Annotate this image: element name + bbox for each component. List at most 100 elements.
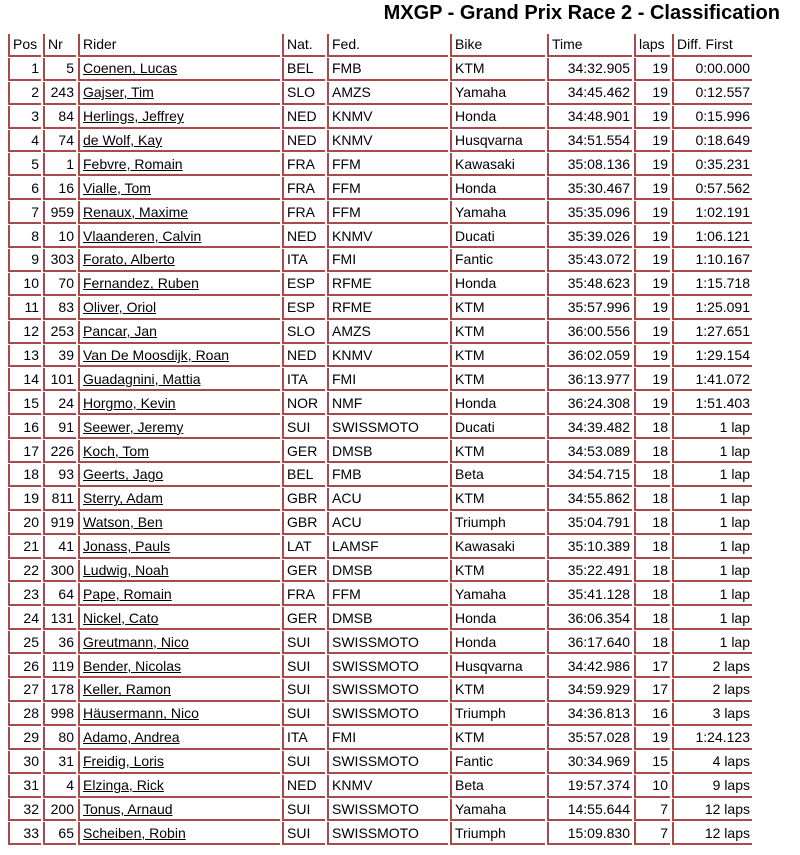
cell-diff-first: 1:51.403	[672, 392, 752, 416]
table-row: 24 131 Nickel, Cato GER DMSB Honda 36:06.354 18…	[8, 607, 752, 631]
table-row: 15 24 Horgmo, Kevin NOR NMF Honda 36:24.308 19 1…	[8, 392, 752, 416]
cell-time: 35:48.623	[547, 272, 632, 296]
cell-nat: GER	[282, 607, 325, 631]
rider-link[interactable]: Geerts, Jago	[83, 466, 164, 483]
cell-rider: Geerts, Jago	[78, 464, 280, 487]
rider-link[interactable]: Oliver, Oriol	[83, 299, 157, 316]
cell-bike: Honda	[450, 177, 545, 201]
rider-link[interactable]: de Wolf, Kay	[83, 132, 163, 148]
cell-laps: 19	[634, 249, 670, 272]
cell-nat: SUI	[282, 798, 325, 822]
rider-link[interactable]: Scheiben, Robin	[83, 824, 186, 841]
cell-nr: 24	[43, 392, 76, 416]
cell-bike: KTM	[450, 679, 545, 702]
cell-pos: 18	[8, 464, 41, 487]
cell-diff-first: 0:00.000	[672, 57, 752, 81]
cell-time: 36:13.977	[547, 368, 632, 392]
cell-bike: Beta	[450, 464, 545, 487]
cell-diff-first: 1 lap	[672, 511, 752, 535]
cell-rider: Tonus, Arnaud	[78, 798, 280, 822]
cell-nr: 200	[43, 798, 76, 822]
cell-nat: BEL	[282, 464, 325, 487]
rider-link[interactable]: Pape, Romain	[83, 585, 172, 602]
cell-fed: SWISSMOTO	[327, 679, 448, 702]
rider-link[interactable]: Febvre, Romain	[83, 155, 183, 172]
cell-nat: NED	[282, 225, 325, 249]
cell-nat: FRA	[282, 153, 325, 177]
cell-time: 34:59.929	[547, 679, 632, 702]
cell-nat: ESP	[282, 296, 325, 320]
rider-link[interactable]: Herlings, Jeffrey	[83, 108, 184, 125]
table-row: 13 39 Van De Moosdijk, Roan NED KNMV KTM 36:02…	[8, 344, 752, 368]
table-row: 11 83 Oliver, Oriol ESP RFME KTM 35:57.996 19 1:…	[8, 296, 752, 320]
cell-bike: Ducati	[450, 225, 545, 249]
rider-link[interactable]: Elzinga, Rick	[83, 777, 164, 794]
rider-link[interactable]: Gajser, Tim	[83, 84, 154, 101]
rider-link[interactable]: Seewer, Jeremy	[83, 418, 184, 435]
rider-link[interactable]: Renaux, Maxime	[83, 203, 189, 220]
cell-bike: Yamaha	[450, 201, 545, 225]
cell-laps: 17	[634, 655, 670, 679]
cell-rider: Nickel, Cato	[78, 607, 280, 631]
rider-link[interactable]: Keller, Ramon	[83, 681, 171, 698]
cell-bike: KTM	[450, 559, 545, 583]
cell-diff-first: 1:41.072	[672, 368, 752, 392]
cell-laps: 7	[634, 822, 670, 846]
rider-link[interactable]: Sterry, Adam	[83, 490, 163, 507]
cell-pos: 6	[8, 177, 41, 201]
rider-link[interactable]: Greutmann, Nico	[83, 633, 189, 650]
rider-link[interactable]: Vialle, Tom	[83, 179, 151, 196]
table-row: 21 41 Jonass, Pauls LAT LAMSF Kawasaki 35:10.3…	[8, 535, 752, 559]
cell-nr: 31	[43, 750, 76, 774]
cell-fed: FMB	[327, 57, 448, 81]
rider-link[interactable]: Nickel, Cato	[83, 609, 159, 626]
cell-fed: FMB	[327, 464, 448, 487]
rider-link[interactable]: Guadagnini, Mattia	[83, 370, 201, 387]
cell-pos: 4	[8, 129, 41, 153]
rider-link[interactable]: Ludwig, Noah	[83, 562, 169, 579]
header-pos: Pos	[8, 34, 41, 57]
rider-link[interactable]: Watson, Ben	[83, 514, 163, 531]
rider-link[interactable]: Fernandez, Ruben	[83, 275, 199, 292]
rider-link[interactable]: Tonus, Arnaud	[83, 800, 173, 817]
cell-pos: 30	[8, 750, 41, 774]
rider-link[interactable]: Jonass, Pauls	[83, 538, 171, 555]
rider-link[interactable]: Koch, Tom	[83, 442, 149, 459]
rider-link[interactable]: Freidig, Loris	[83, 753, 164, 770]
cell-diff-first: 3 laps	[672, 702, 752, 726]
rider-link[interactable]: Coenen, Lucas	[83, 60, 178, 77]
cell-nat: FRA	[282, 177, 325, 201]
rider-link[interactable]: Pancar, Jan	[83, 323, 157, 340]
cell-bike: Fantic	[450, 750, 545, 774]
cell-nat: ITA	[282, 726, 325, 750]
cell-rider: Febvre, Romain	[78, 153, 280, 177]
table-row: 6 16 Vialle, Tom FRA FFM Honda 35:30.467 19 0:57…	[8, 177, 752, 201]
cell-laps: 7	[634, 798, 670, 822]
cell-nr: 303	[43, 249, 76, 272]
rider-link[interactable]: Horgmo, Kevin	[83, 394, 176, 411]
cell-diff-first: 1:24.123	[672, 726, 752, 750]
rider-link[interactable]: Bender, Nicolas	[83, 657, 182, 674]
cell-pos: 13	[8, 344, 41, 368]
rider-link[interactable]: Häusermann, Nico	[83, 705, 199, 722]
cell-laps: 19	[634, 368, 670, 392]
cell-pos: 29	[8, 726, 41, 750]
cell-time: 35:57.996	[547, 296, 632, 320]
header-time: Time	[547, 34, 632, 57]
cell-laps: 19	[634, 726, 670, 750]
cell-nat: ESP	[282, 272, 325, 296]
cell-laps: 18	[634, 631, 670, 655]
cell-nr: 811	[43, 487, 76, 511]
cell-pos: 27	[8, 679, 41, 702]
table-row: 19 811 Sterry, Adam GBR ACU KTM 34:55.862 18 1 l…	[8, 487, 752, 511]
table-row: 31 4 Elzinga, Rick NED KNMV Beta 19:57.374 10 9 …	[8, 774, 752, 798]
rider-link[interactable]: Adamo, Andrea	[83, 729, 180, 746]
cell-diff-first: 1:29.154	[672, 344, 752, 368]
rider-link[interactable]: Forato, Alberto	[83, 251, 175, 268]
rider-link[interactable]: Vlaanderen, Calvin	[83, 227, 202, 244]
rider-link[interactable]: Van De Moosdijk, Roan	[83, 347, 230, 364]
cell-nat: FRA	[282, 583, 325, 607]
cell-laps: 18	[634, 487, 670, 511]
cell-rider: Herlings, Jeffrey	[78, 105, 280, 129]
cell-rider: Freidig, Loris	[78, 750, 280, 774]
